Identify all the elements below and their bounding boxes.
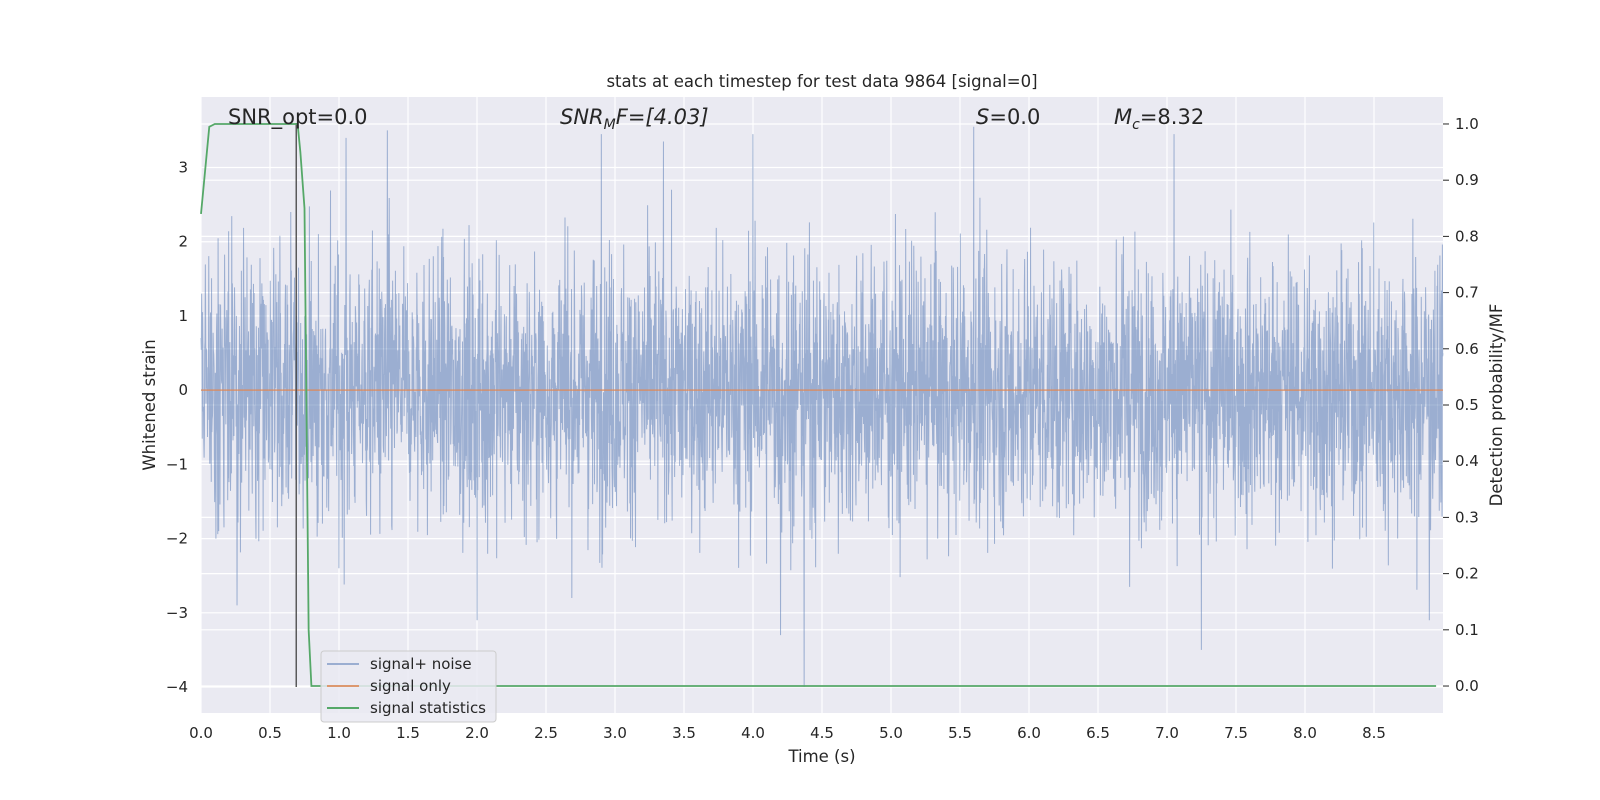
y2-tick-label: 0.4 — [1455, 452, 1479, 470]
x-tick-label: 8.0 — [1293, 724, 1317, 742]
y2-tick-label: 0.2 — [1455, 565, 1479, 583]
annotation-snr-opt: SNR_opt=0.0 — [228, 105, 368, 130]
x-tick-label: 6.0 — [1017, 724, 1041, 742]
y2-tick-label: 0.7 — [1455, 284, 1479, 302]
x-tick-label: 3.0 — [603, 724, 627, 742]
annotation-s: S=0.0 — [976, 105, 1040, 129]
y-tick-label: −3 — [166, 604, 188, 622]
x-tick-label: 7.0 — [1155, 724, 1179, 742]
y2-tick-label: 0.8 — [1455, 227, 1479, 245]
y-tick-label: 2 — [178, 233, 188, 251]
x-tick-label: 2.0 — [465, 724, 489, 742]
x-tick-label: 4.5 — [810, 724, 834, 742]
line-series — [200, 122, 1443, 688]
y-tick-label: 3 — [178, 159, 188, 177]
annotation-snr-mf: SNRMF=[4.03] — [560, 105, 709, 133]
y2-tick-label: 1.0 — [1455, 115, 1479, 133]
y-tick-label: −4 — [166, 678, 188, 696]
x-tick-label: 4.0 — [741, 724, 765, 742]
y-tick-label: 0 — [178, 381, 188, 399]
legend-label-signal-noise: signal+ noise — [370, 655, 472, 673]
y2-axis-label: Detection probability/MF — [1487, 304, 1506, 507]
y2-tick-label: 0.6 — [1455, 340, 1479, 358]
y-tick-label: −1 — [166, 455, 188, 473]
y-axis-left: 3 2 1 0 −1 −2 −3 −4 — [166, 159, 188, 697]
x-tick-label: 8.5 — [1362, 724, 1386, 742]
series-line-signal-statistics — [200, 123, 1437, 687]
y-tick-label: −2 — [166, 530, 188, 548]
chart-title: stats at each timestep for test data 986… — [606, 72, 1037, 91]
x-axis: 0.0 0.5 1.0 1.5 2.0 2.5 3.0 3.5 4.0 4.5 5.0 5.5 6.0 6… — [189, 724, 1386, 742]
x-tick-label: 3.5 — [672, 724, 696, 742]
x-tick-label: 1.0 — [327, 724, 351, 742]
y2-tick-label: 0.3 — [1455, 508, 1479, 526]
x-tick-label: 0.5 — [258, 724, 282, 742]
annotation-mc: Mc=8.32 — [1114, 105, 1204, 133]
x-tick-label: 2.5 — [534, 724, 558, 742]
x-tick-label: 5.0 — [879, 724, 903, 742]
y2-tick-label: 0.1 — [1455, 621, 1479, 639]
y2-tick-label: 0.9 — [1455, 171, 1479, 189]
legend-label-signal-only: signal only — [370, 677, 451, 695]
y-axis-label: Whitened strain — [140, 339, 159, 470]
x-axis-label: Time (s) — [787, 747, 855, 766]
series-line-signal-plus-noise — [200, 126, 1444, 688]
y-axis-right: 1.0 0.9 0.8 0.7 0.6 0.5 0.4 0.3 0.2 0.1 0.0 — [1443, 115, 1479, 695]
legend: signal+ noise signal only signal statist… — [320, 650, 497, 723]
x-tick-label: 7.5 — [1224, 724, 1248, 742]
signal-plus-noise-series — [200, 126, 1444, 688]
y2-tick-label: 0.5 — [1455, 396, 1479, 414]
y2-tick-label: 0.0 — [1455, 677, 1479, 695]
x-tick-label: 5.5 — [948, 724, 972, 742]
x-tick-label: 0.0 — [189, 724, 213, 742]
legend-box — [320, 650, 497, 723]
y-tick-label: 1 — [178, 307, 188, 325]
legend-label-signal-statistics: signal statistics — [370, 699, 486, 717]
x-tick-label: 1.5 — [396, 724, 420, 742]
x-tick-label: 6.5 — [1086, 724, 1110, 742]
